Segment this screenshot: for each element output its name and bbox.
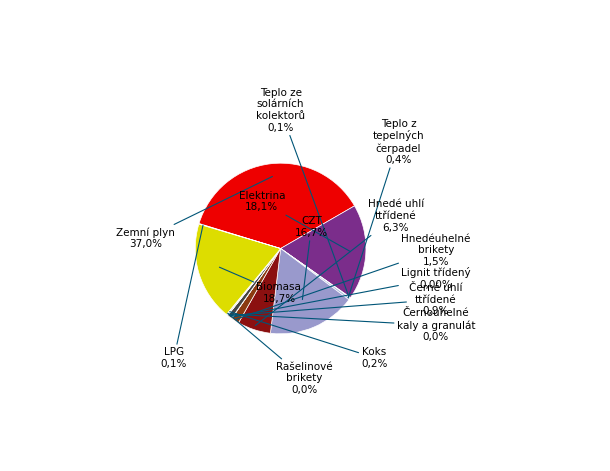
Text: CZT
16,7%: CZT 16,7% — [295, 216, 328, 300]
Wedge shape — [228, 249, 281, 318]
Text: Koks
0,2%: Koks 0,2% — [230, 312, 388, 368]
Text: Teplo z
tepelných
čerpadel
0,4%: Teplo z tepelných čerpadel 0,4% — [348, 119, 424, 298]
Text: Teplo ze
solárních
kolektorů
0,1%: Teplo ze solárních kolektorů 0,1% — [256, 88, 349, 297]
Text: Zemní plyn
37,0%: Zemní plyn 37,0% — [117, 177, 273, 249]
Wedge shape — [281, 206, 366, 298]
Text: Biomasa
18,7%: Biomasa 18,7% — [220, 267, 301, 304]
Text: Černé uhlí
ttřídené
0,9%: Černé uhlí ttřídené 0,9% — [231, 283, 462, 317]
Wedge shape — [226, 249, 281, 315]
Text: ČernouheIné
kaly a granulát
0,0%: ČernouheIné kaly a granulát 0,0% — [229, 309, 475, 342]
Text: Rašelinové
brikety
0,0%: Rašelinové brikety 0,0% — [228, 313, 333, 395]
Wedge shape — [239, 249, 281, 333]
Wedge shape — [199, 163, 354, 249]
Wedge shape — [270, 249, 349, 334]
Wedge shape — [227, 249, 281, 315]
Text: Hnedé uhlí
ttřídené
6,3%: Hnedé uhlí ttřídené 6,3% — [256, 200, 424, 325]
Wedge shape — [281, 249, 350, 300]
Text: HnedéuheIné
brikety
1,5%: HnedéuheIné brikety 1,5% — [236, 234, 471, 319]
Wedge shape — [228, 249, 281, 316]
Text: LPG
0,1%: LPG 0,1% — [161, 225, 203, 368]
Text: Lignit třídený
0,00%: Lignit třídený 0,00% — [232, 267, 471, 317]
Wedge shape — [232, 249, 281, 318]
Wedge shape — [281, 249, 351, 298]
Wedge shape — [195, 224, 281, 315]
Wedge shape — [199, 224, 281, 249]
Text: Elektrina
18,1%: Elektrina 18,1% — [239, 191, 351, 252]
Wedge shape — [232, 249, 281, 323]
